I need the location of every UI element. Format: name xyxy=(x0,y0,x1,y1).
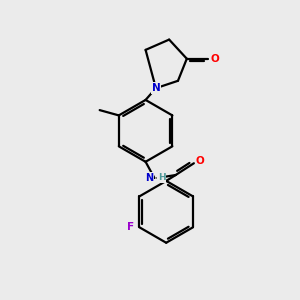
Text: H: H xyxy=(158,173,166,182)
Text: O: O xyxy=(210,54,219,64)
Text: F: F xyxy=(127,222,134,232)
Text: N: N xyxy=(152,83,160,93)
Text: N: N xyxy=(145,173,153,183)
Text: O: O xyxy=(195,156,204,166)
